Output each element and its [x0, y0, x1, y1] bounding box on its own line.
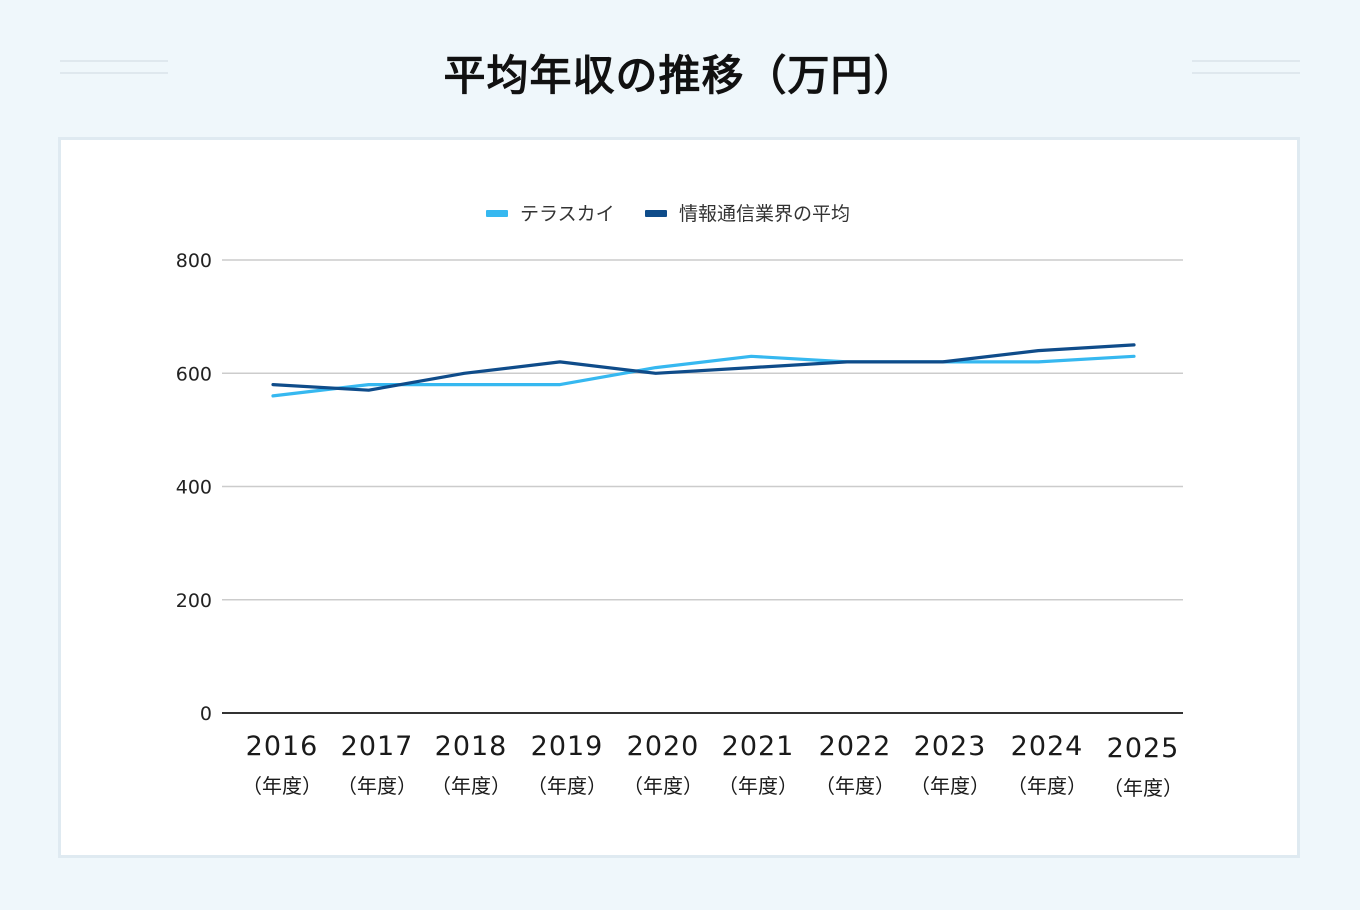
- x-tick-unit: （年度）: [815, 774, 895, 798]
- x-tick-year: 2018: [434, 731, 508, 762]
- series-line-1: [271, 354, 1136, 398]
- title-decoration-right: [1192, 60, 1300, 76]
- x-tick-unit: （年度）: [431, 774, 511, 798]
- legend-label: 情報通信業界の平均: [679, 203, 850, 225]
- y-axis-ticks: 0 200 400 600 800: [176, 250, 212, 725]
- x-tick-year: 2020: [626, 731, 700, 762]
- series-lines: [271, 343, 1136, 398]
- x-tick-year: 2016: [245, 731, 319, 762]
- x-tick-label: 2016 （年度）: [227, 731, 337, 799]
- x-tick-unit: （年度）: [1007, 774, 1087, 798]
- x-tick-label: 2025 （年度）: [1088, 733, 1198, 801]
- x-tick-year: 2023: [913, 731, 987, 762]
- x-tick-unit: （年度）: [242, 774, 322, 798]
- legend-swatch: [486, 210, 508, 217]
- x-tick-label: 2023 （年度）: [895, 731, 1005, 799]
- series-line-2: [271, 343, 1136, 392]
- legend: テラスカイ 情報通信業界の平均: [486, 203, 850, 225]
- y-tick-label: 800: [176, 250, 212, 272]
- x-tick-unit: （年度）: [1103, 776, 1183, 800]
- x-tick-label: 2022 （年度）: [800, 731, 910, 799]
- x-tick-label: 2019 （年度）: [512, 731, 622, 799]
- grid-lines: [222, 259, 1183, 714]
- y-tick-label: 600: [176, 363, 212, 385]
- x-tick-year: 2017: [340, 731, 414, 762]
- x-tick-year: 2021: [721, 731, 795, 762]
- x-tick-unit: （年度）: [623, 774, 703, 798]
- y-tick-label: 0: [200, 703, 212, 725]
- y-tick-label: 400: [176, 477, 212, 499]
- x-tick-unit: （年度）: [527, 774, 607, 798]
- legend-label: テラスカイ: [520, 203, 615, 225]
- x-tick-label: 2020 （年度）: [608, 731, 718, 799]
- x-tick-year: 2019: [530, 731, 604, 762]
- x-tick-label: 2021 （年度）: [703, 731, 813, 799]
- x-tick-label: 2024 （年度）: [992, 731, 1102, 799]
- x-tick-unit: （年度）: [910, 774, 990, 798]
- chart-title: 平均年収の推移（万円）: [443, 51, 917, 100]
- x-tick-unit: （年度）: [337, 774, 417, 798]
- legend-swatch: [645, 210, 667, 217]
- x-tick-label: 2018 （年度）: [416, 731, 526, 799]
- x-tick-label: 2017 （年度）: [322, 731, 432, 799]
- x-tick-year: 2022: [818, 731, 892, 762]
- y-tick-label: 200: [176, 590, 212, 612]
- x-tick-year: 2025: [1106, 733, 1180, 764]
- x-tick-unit: （年度）: [718, 774, 798, 798]
- x-tick-year: 2024: [1010, 731, 1084, 762]
- title-decoration-left: [60, 60, 168, 76]
- chart-panel: [58, 137, 1300, 858]
